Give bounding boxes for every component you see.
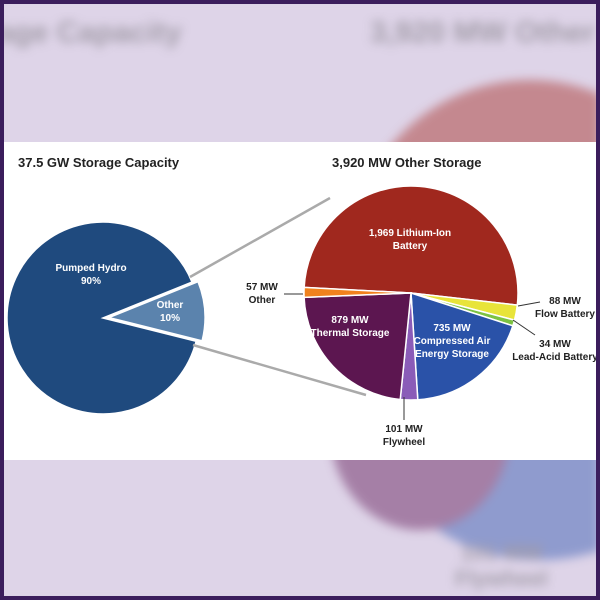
label-compressed-air: 735 MW Compressed Air Energy Storage: [413, 323, 491, 360]
pie-slice-other: [106, 280, 206, 342]
label-lithium-ion: 1,969 Lithium-Ion Battery: [368, 228, 452, 252]
left-chart-title: 37.5 GW Storage Capacity: [18, 155, 180, 170]
right-chart-title: 3,920 MW Other Storage: [332, 155, 482, 170]
right-pie: [303, 185, 519, 401]
left-pie: [6, 221, 206, 415]
label-other-percent: Other 10%: [156, 300, 184, 324]
label-lead-acid: 34 MW Lead-Acid Battery: [512, 339, 598, 363]
label-other-mw: 57 MW Other: [246, 282, 278, 306]
pie-charts: [6, 185, 541, 420]
label-flow-battery: 88 MW Flow Battery: [534, 296, 595, 320]
leader-lead-acid: [512, 319, 536, 336]
label-pumped-hydro: Pumped Hydro 90%: [55, 263, 127, 287]
zoom-connector-top: [189, 196, 331, 279]
chart-panel: 37.5 GW Storage Capacity 3,920 MW Other …: [0, 142, 598, 460]
label-thermal-storage: 879 MW Thermal Storage: [310, 315, 390, 339]
label-flywheel: 101 MW Flywheel: [382, 424, 426, 448]
pie-slice-pumped-hydro: [6, 221, 198, 415]
pie-slice-battery: [303, 185, 519, 306]
pie-slice-thermal-storage: [303, 292, 412, 401]
leader-flow-battery: [517, 301, 541, 307]
zoom-connector-bottom: [192, 343, 367, 397]
pie-slice-compressed-air-energy-storage: [410, 291, 514, 401]
pie-slice-other: [303, 286, 412, 299]
